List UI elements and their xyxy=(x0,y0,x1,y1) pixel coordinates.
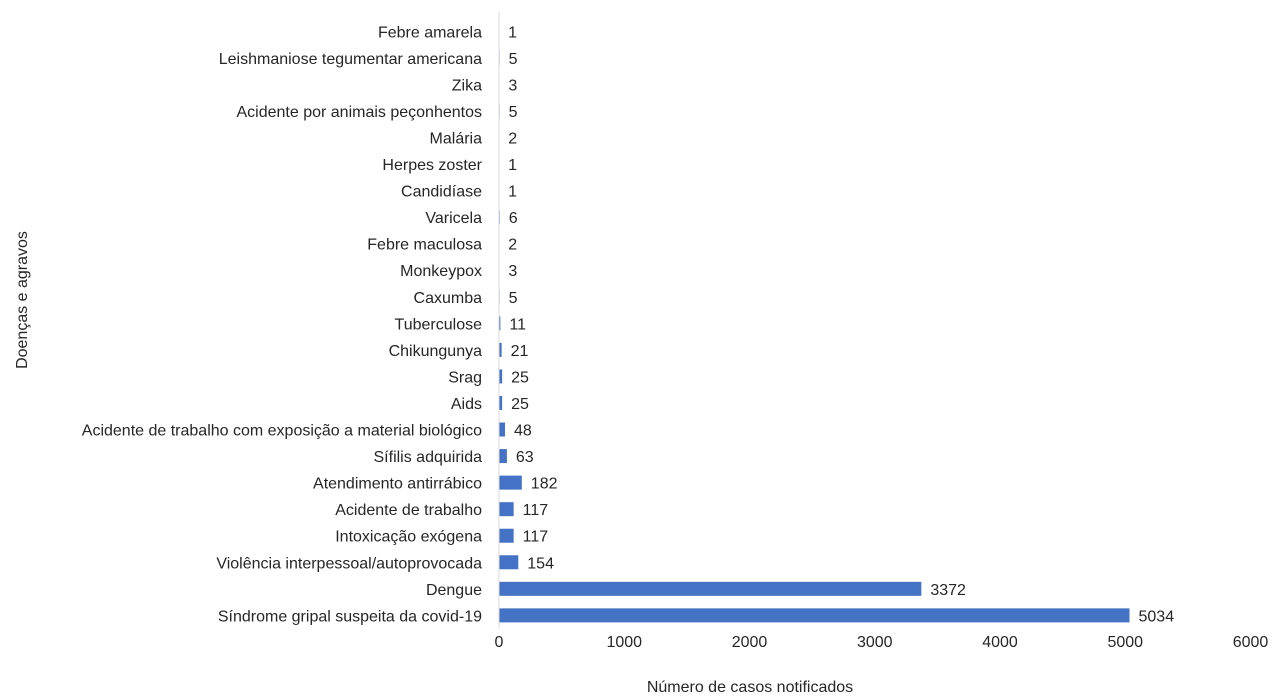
data-label: 1 xyxy=(508,157,517,174)
bar-acidente-de-trabalho-com-exposicao-a-material-biologico xyxy=(499,422,506,437)
category-label: Atendimento antirrábico xyxy=(313,476,482,493)
y-axis-title: Doenças e agravos xyxy=(14,231,31,369)
bar-tuberculose xyxy=(499,316,501,331)
bar-intoxicacao-exogena xyxy=(499,528,514,543)
data-label: 2 xyxy=(508,237,517,254)
x-tick-label: 4000 xyxy=(982,634,1018,651)
category-labels-group: Síndrome gripal suspeita da covid-19 Deng… xyxy=(82,24,483,625)
bar-dengue xyxy=(499,581,922,596)
data-label: 1 xyxy=(508,184,517,201)
data-label: 1 xyxy=(508,24,517,41)
category-label: Febre amarela xyxy=(378,24,482,41)
data-label: 154 xyxy=(527,555,554,572)
data-label: 5 xyxy=(509,51,518,68)
bars-group xyxy=(499,24,1130,623)
category-label: Varicela xyxy=(425,210,482,227)
category-label: Zika xyxy=(452,77,482,94)
bar-violencia-interpessoal-autoprovocada xyxy=(499,555,519,570)
category-label: Monkeypox xyxy=(400,263,482,280)
x-tick-label: 3000 xyxy=(857,634,893,651)
category-label: Violência interpessoal/autoprovocada xyxy=(216,555,482,572)
x-tick-label: 1000 xyxy=(606,634,642,651)
category-label: Aids xyxy=(451,396,482,413)
category-label: Síndrome gripal suspeita da covid-19 xyxy=(218,608,482,625)
bar-acidente-de-trabalho xyxy=(499,502,514,517)
data-label: 5 xyxy=(509,290,518,307)
category-label: Caxumba xyxy=(414,290,483,307)
category-label: Acidente de trabalho com exposição a mat… xyxy=(82,423,482,440)
x-tick-labels-group: 0 1000 2000 3000 4000 5000 6000 xyxy=(495,634,1269,651)
category-label: Leishmaniose tegumentar americana xyxy=(219,51,482,68)
data-label: 5034 xyxy=(1139,608,1175,625)
bar-chikungunya xyxy=(499,342,502,357)
category-label: Candidíase xyxy=(401,184,482,201)
x-tick-label: 2000 xyxy=(732,634,768,651)
x-tick-label: 6000 xyxy=(1233,634,1269,651)
bar-srag xyxy=(499,369,503,384)
category-label: Sífilis adquirida xyxy=(374,449,483,466)
category-label: Acidente por animais peçonhentos xyxy=(237,104,483,121)
category-label: Dengue xyxy=(426,582,482,599)
category-label: Tuberculose xyxy=(395,316,483,333)
data-label: 3 xyxy=(508,263,517,280)
category-label: Acidente de trabalho xyxy=(335,502,482,519)
data-label: 2 xyxy=(508,130,517,147)
bar-aids xyxy=(499,395,503,410)
data-label: 25 xyxy=(511,369,529,386)
data-label: 117 xyxy=(523,529,549,546)
data-label: 5 xyxy=(509,104,518,121)
category-label: Herpes zoster xyxy=(382,157,482,174)
data-label: 117 xyxy=(523,502,549,519)
category-label: Febre maculosa xyxy=(367,237,482,254)
data-label: 63 xyxy=(516,449,534,466)
x-tick-label: 0 xyxy=(495,634,504,651)
data-label: 182 xyxy=(531,476,558,493)
bar-atendimento-antirrabico xyxy=(499,475,522,490)
category-label: Chikungunya xyxy=(389,343,483,360)
value-labels-group: 5034337215411711718263482525211153261125… xyxy=(508,24,1174,625)
data-label: 3 xyxy=(508,77,517,94)
x-axis-title: Número de casos notificados xyxy=(647,679,853,696)
data-label: 3372 xyxy=(930,582,966,599)
data-label: 48 xyxy=(514,423,532,440)
category-label: Malária xyxy=(430,130,483,147)
category-label: Intoxicação exógena xyxy=(335,529,482,546)
bar-sindrome-gripal-suspeita-da-covid-19 xyxy=(499,608,1130,623)
data-label: 21 xyxy=(511,343,529,360)
x-tick-label: 5000 xyxy=(1107,634,1143,651)
data-label: 11 xyxy=(509,316,526,333)
bar-sifilis-adquirida xyxy=(499,449,507,464)
data-label: 25 xyxy=(511,396,529,413)
data-label: 6 xyxy=(509,210,518,227)
category-label: Srag xyxy=(448,369,482,386)
